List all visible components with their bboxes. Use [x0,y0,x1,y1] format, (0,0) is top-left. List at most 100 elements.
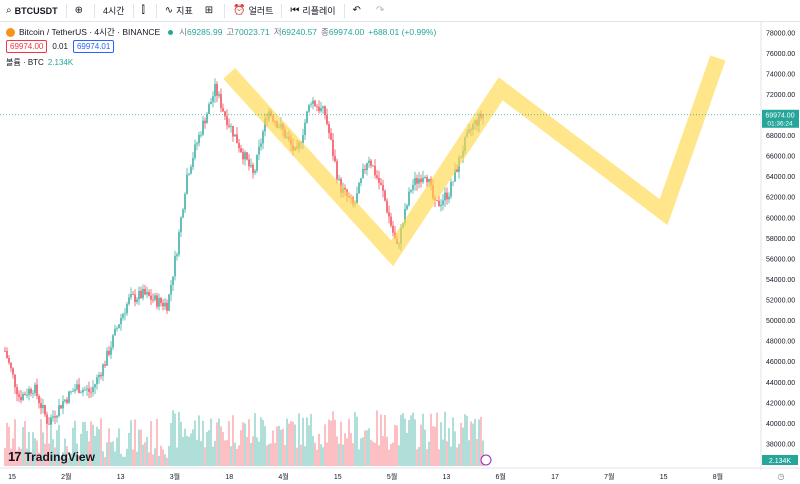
volume-bar [142,444,144,466]
volume-bar [320,444,322,466]
grid-icon: ⊞ [204,4,214,16]
last-price-value: 69974.00 [765,112,794,119]
candle-body [196,143,198,145]
sell-button[interactable]: 69974.00 [6,40,48,53]
volume-bar [358,449,360,466]
volume-bar [82,421,84,466]
volume-bar [150,421,152,466]
candle-body [138,290,140,300]
volume-bar [234,442,236,466]
candle-body [188,173,190,175]
candle-body [332,139,334,157]
alert-button[interactable]: ⏰ 얼러트 [227,0,279,22]
replay-label: 리플레이 [302,6,336,16]
chart-type-button[interactable]: ⫿ [136,0,154,22]
candle-body [364,168,366,170]
candle-body [456,168,458,172]
candle-body [376,175,378,178]
volume-bar [226,440,228,466]
candle-body [120,317,122,325]
candle-body [256,154,258,171]
volume-bar [184,428,186,466]
candle-body [418,178,420,184]
x-tick-label: 15 [8,474,16,481]
candle-body [184,193,186,210]
volume-bar [340,421,342,466]
volume-bar [166,457,168,466]
candle-body [178,232,180,255]
volume-bar [400,414,402,466]
candle-body [212,96,214,102]
candle-body [258,146,260,155]
volume-bar [428,441,430,466]
candle-body [42,405,44,409]
buy-button[interactable]: 69974.01 [72,40,115,53]
candle-body [160,298,162,304]
volume-bar [244,423,246,466]
y-tick-label: 40000.00 [766,421,795,428]
volume-bar [180,421,182,466]
indicators-button[interactable]: ∿ 지표 [159,0,199,22]
clock-icon[interactable]: ◷ [778,472,785,481]
volume-bar [222,432,224,466]
volume-bar [312,435,314,466]
layouts-button[interactable]: ⊞ [199,0,222,22]
candle-body [310,103,312,105]
highlight-zigzag[interactable] [223,55,726,267]
volume-bar [346,438,348,466]
volume-bar [406,432,408,466]
volume-bar [160,445,162,466]
y-tick-label: 72000.00 [766,92,795,99]
volume-bar [260,417,262,466]
volume-bar [42,432,44,466]
volume-bar [66,446,68,466]
candle-body [420,178,422,183]
y-tick-label: 44000.00 [766,380,795,387]
volume-bar [50,418,52,466]
volume-bar [338,443,340,466]
volume-bar [224,440,226,466]
candle-body [182,209,184,218]
volume-bar [322,447,324,466]
y-tick-label: 60000.00 [766,215,795,222]
y-tick-label: 78000.00 [766,30,795,37]
candle-body [328,124,330,134]
volume-bar [356,416,358,466]
volume-bar [418,447,420,466]
candle-body [50,417,52,425]
tradingview-logo[interactable]: 17 TradingView [8,449,95,464]
compare-button[interactable]: ⊕ [69,0,92,22]
lightning-icon[interactable] [480,454,492,466]
interval-button[interactable]: 4시간 [97,0,131,22]
volume-bar [404,418,406,466]
volume-badge [762,455,798,465]
y-tick-label: 42000.00 [766,400,795,407]
volume-bar [446,441,448,466]
redo-button[interactable]: ↷ [370,0,393,22]
replay-button[interactable]: ⏮ 리플레이 [284,0,341,22]
candle-body [334,156,336,162]
undo-button[interactable]: ↶ [347,0,370,22]
volume-bar [58,424,60,466]
volume-bar [204,447,206,466]
volume-bar [426,449,428,466]
tradingview-logo-icon: 17 [8,449,22,464]
candle-body [88,388,90,392]
volume-bar [416,449,418,466]
volume-bar [110,442,112,466]
candle-body [140,290,142,299]
volume-bar [284,445,286,466]
candle-body [242,152,244,160]
volume-bar [28,431,30,466]
candle-body [6,351,8,359]
x-tick-label: 3월 [170,472,180,481]
candle-body [56,415,58,418]
volume-bar [22,427,24,466]
volume-bar [236,449,238,466]
candle-body [60,405,62,409]
candle-body [252,164,254,173]
volume-bar [372,441,374,466]
symbol-search[interactable]: ⌕ BTCUSDT [0,0,64,22]
candle-body [48,423,50,425]
